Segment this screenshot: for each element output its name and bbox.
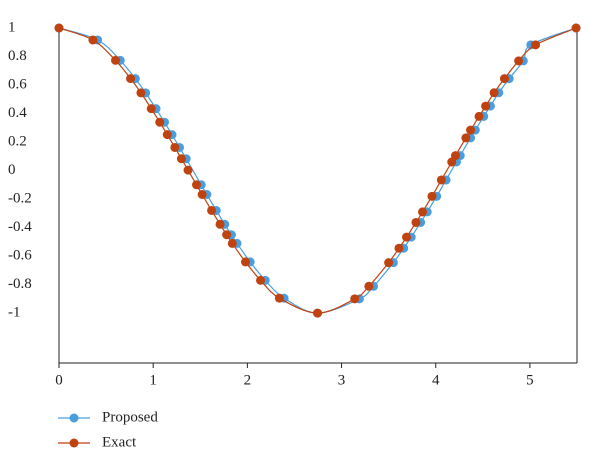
data-point — [427, 191, 437, 201]
legend-marker — [69, 438, 79, 448]
x-tick-label: 4 — [432, 372, 440, 388]
data-point — [136, 88, 146, 98]
y-tick-label: 0.6 — [8, 76, 27, 92]
data-point — [126, 74, 136, 84]
data-point — [183, 165, 193, 175]
data-point — [411, 217, 421, 227]
x-tick-label: 5 — [526, 372, 534, 388]
data-point — [499, 74, 509, 84]
legend-marker — [69, 413, 79, 423]
y-tick-label: -1 — [8, 305, 21, 321]
data-point — [364, 281, 374, 291]
data-point — [436, 175, 446, 185]
data-point — [481, 101, 491, 111]
y-tick-label: -0.8 — [8, 276, 32, 292]
legend-label: Proposed — [102, 409, 158, 425]
data-point — [111, 55, 121, 65]
data-point — [489, 88, 499, 98]
data-point — [197, 190, 207, 200]
data-point — [531, 40, 541, 50]
data-point — [256, 275, 266, 285]
y-tick-label: -0.2 — [8, 191, 32, 207]
y-tick-label: 0.2 — [8, 133, 27, 149]
data-point — [207, 205, 217, 215]
data-point — [146, 104, 156, 114]
x-tick-label: 1 — [149, 372, 157, 388]
data-point — [514, 56, 524, 66]
data-point — [274, 293, 284, 303]
y-tick-label: 0.8 — [8, 48, 27, 64]
data-point — [402, 232, 412, 242]
data-point — [227, 238, 237, 248]
series-line — [58, 27, 577, 314]
data-point — [466, 125, 476, 135]
y-tick-label: 0.4 — [8, 105, 27, 121]
data-point — [176, 154, 186, 164]
data-point — [88, 35, 98, 45]
data-point — [240, 257, 250, 267]
data-point — [54, 23, 64, 33]
data-point — [350, 294, 360, 304]
y-tick-label: -0.6 — [8, 248, 32, 264]
data-point — [192, 180, 202, 190]
data-point — [571, 23, 581, 33]
x-tick-label: 3 — [338, 372, 346, 388]
data-point — [394, 243, 404, 253]
legend-label: Exact — [102, 434, 137, 450]
data-point — [313, 308, 323, 318]
x-tick-label: 2 — [244, 372, 252, 388]
y-tick-label: 0 — [8, 162, 16, 178]
data-point — [155, 117, 165, 127]
data-point — [418, 207, 428, 217]
y-tick-label: 1 — [8, 19, 16, 35]
data-point — [215, 219, 225, 229]
y-tick-label: -0.4 — [8, 219, 32, 235]
data-point — [170, 142, 180, 152]
data-point — [474, 111, 484, 121]
data-point — [451, 151, 461, 161]
data-point — [222, 230, 232, 240]
data-point — [461, 133, 471, 143]
data-point — [384, 258, 394, 268]
x-tick-label: 0 — [55, 372, 63, 388]
data-point — [162, 130, 172, 140]
